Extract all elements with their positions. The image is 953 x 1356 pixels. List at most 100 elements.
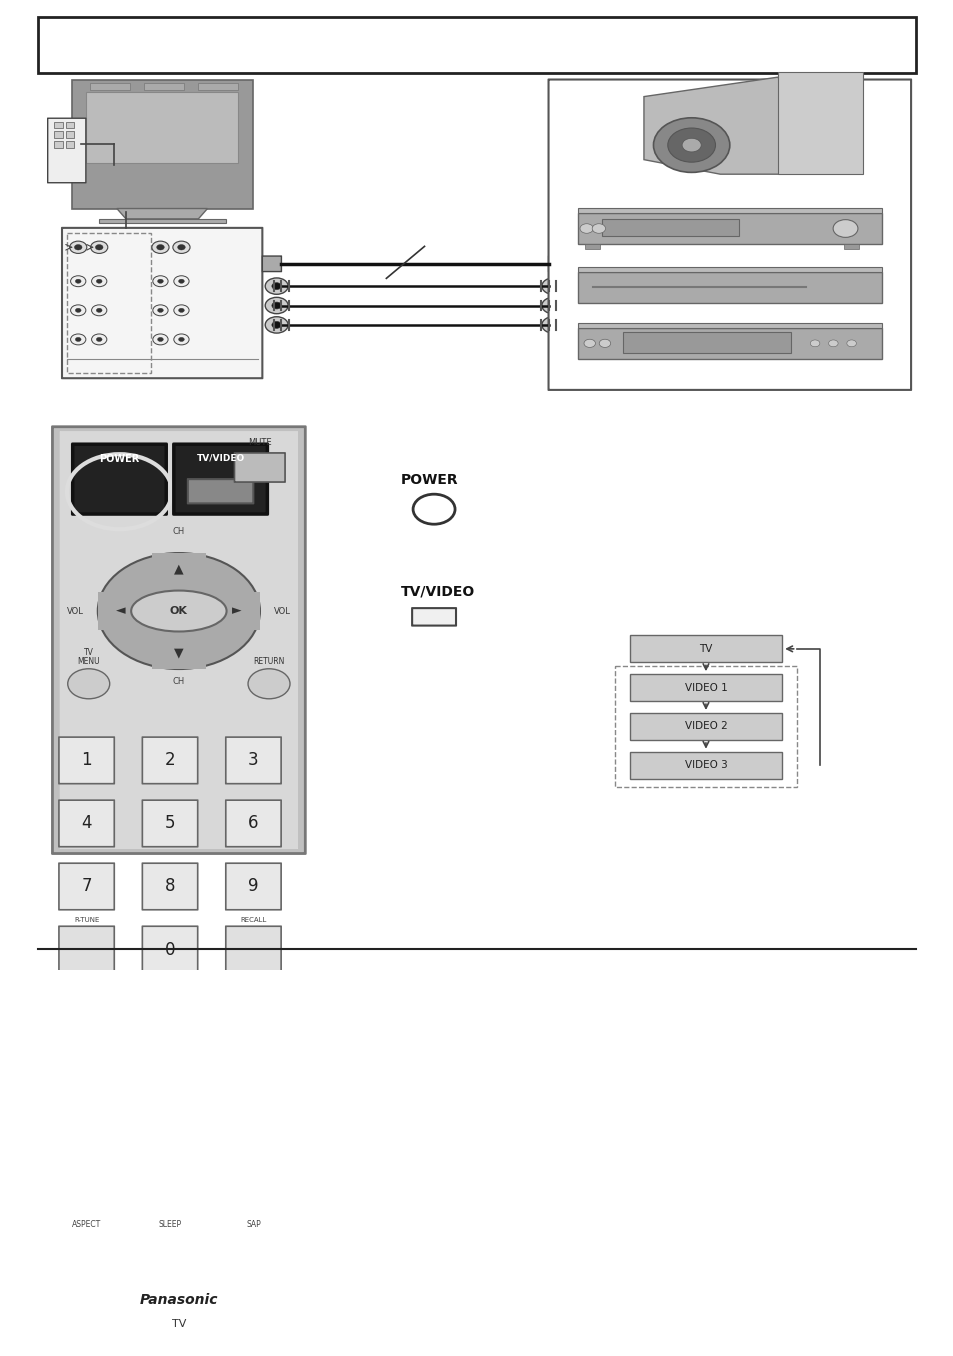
Circle shape: [177, 244, 185, 250]
Circle shape: [96, 338, 102, 342]
Circle shape: [681, 138, 700, 152]
FancyBboxPatch shape: [226, 738, 281, 784]
FancyBboxPatch shape: [629, 674, 781, 701]
Text: CH: CH: [172, 677, 185, 686]
FancyBboxPatch shape: [54, 122, 63, 129]
Text: TV
MENU: TV MENU: [77, 648, 100, 666]
FancyBboxPatch shape: [262, 256, 281, 271]
Circle shape: [541, 317, 564, 334]
Circle shape: [541, 297, 564, 313]
FancyBboxPatch shape: [226, 926, 281, 972]
Text: 3: 3: [248, 751, 258, 769]
Text: ◄: ◄: [115, 605, 125, 617]
Text: 8: 8: [165, 877, 175, 895]
FancyBboxPatch shape: [198, 84, 238, 89]
FancyBboxPatch shape: [548, 256, 567, 271]
FancyBboxPatch shape: [226, 1231, 281, 1267]
FancyBboxPatch shape: [66, 132, 74, 138]
FancyBboxPatch shape: [99, 218, 225, 222]
Circle shape: [152, 305, 168, 316]
Text: VIDEO 1: VIDEO 1: [684, 682, 726, 693]
Circle shape: [156, 244, 164, 250]
FancyBboxPatch shape: [59, 1231, 114, 1267]
Text: 9: 9: [248, 877, 258, 895]
Circle shape: [178, 308, 184, 312]
FancyBboxPatch shape: [48, 118, 86, 183]
Text: 4: 4: [81, 815, 91, 833]
Circle shape: [265, 278, 288, 294]
FancyBboxPatch shape: [142, 926, 197, 972]
Text: 1: 1: [81, 751, 91, 769]
Circle shape: [152, 275, 168, 286]
Text: 5: 5: [165, 815, 175, 833]
Circle shape: [157, 338, 163, 342]
Text: R-TUNE: R-TUNE: [73, 918, 99, 923]
FancyBboxPatch shape: [234, 453, 285, 481]
Circle shape: [70, 241, 87, 254]
Circle shape: [71, 334, 86, 344]
Text: SLEEP: SLEEP: [158, 1220, 181, 1229]
FancyBboxPatch shape: [142, 738, 197, 784]
FancyBboxPatch shape: [142, 800, 197, 846]
FancyBboxPatch shape: [577, 273, 882, 302]
FancyBboxPatch shape: [52, 427, 305, 853]
Circle shape: [541, 278, 564, 294]
FancyBboxPatch shape: [173, 445, 267, 514]
Text: 7: 7: [81, 877, 91, 895]
Text: RECALL: RECALL: [240, 918, 266, 923]
Circle shape: [91, 241, 108, 254]
Text: VIDEO 2: VIDEO 2: [684, 721, 726, 731]
Text: TV: TV: [172, 1319, 186, 1329]
FancyBboxPatch shape: [86, 92, 238, 163]
FancyBboxPatch shape: [144, 84, 184, 89]
Text: POWER: POWER: [99, 454, 139, 464]
Text: TV: TV: [699, 644, 712, 654]
Circle shape: [172, 241, 190, 254]
FancyBboxPatch shape: [577, 213, 882, 244]
Circle shape: [832, 220, 857, 237]
Circle shape: [71, 305, 86, 316]
FancyBboxPatch shape: [62, 228, 262, 378]
Text: VOL: VOL: [274, 606, 291, 616]
Circle shape: [248, 669, 290, 698]
Polygon shape: [643, 77, 843, 174]
FancyBboxPatch shape: [629, 635, 781, 663]
FancyBboxPatch shape: [577, 323, 882, 328]
Circle shape: [157, 279, 163, 283]
Text: VIDEO 3: VIDEO 3: [684, 761, 726, 770]
FancyBboxPatch shape: [60, 431, 297, 849]
Circle shape: [95, 244, 103, 250]
FancyBboxPatch shape: [629, 713, 781, 740]
Circle shape: [152, 241, 169, 254]
Circle shape: [91, 305, 107, 316]
Text: RETURN: RETURN: [253, 658, 284, 666]
FancyBboxPatch shape: [66, 122, 74, 129]
FancyBboxPatch shape: [142, 1231, 197, 1267]
Circle shape: [91, 275, 107, 286]
FancyBboxPatch shape: [188, 479, 253, 503]
FancyBboxPatch shape: [548, 80, 910, 391]
Circle shape: [265, 317, 288, 334]
Circle shape: [91, 334, 107, 344]
FancyBboxPatch shape: [54, 141, 63, 148]
Polygon shape: [116, 209, 208, 218]
FancyBboxPatch shape: [90, 84, 130, 89]
Text: CH: CH: [172, 527, 185, 536]
Circle shape: [75, 338, 81, 342]
FancyBboxPatch shape: [66, 141, 74, 148]
Text: ▲: ▲: [173, 563, 184, 576]
FancyBboxPatch shape: [98, 593, 259, 631]
Circle shape: [592, 224, 605, 233]
Circle shape: [178, 279, 184, 283]
Circle shape: [809, 340, 819, 347]
FancyBboxPatch shape: [629, 751, 781, 778]
Circle shape: [75, 279, 81, 283]
Text: TV/VIDEO: TV/VIDEO: [400, 584, 475, 598]
Circle shape: [653, 118, 729, 172]
Circle shape: [75, 308, 81, 312]
Text: ▼: ▼: [173, 647, 184, 659]
Circle shape: [173, 305, 189, 316]
Circle shape: [68, 669, 110, 698]
Circle shape: [96, 279, 102, 283]
Text: OK: OK: [170, 606, 188, 616]
